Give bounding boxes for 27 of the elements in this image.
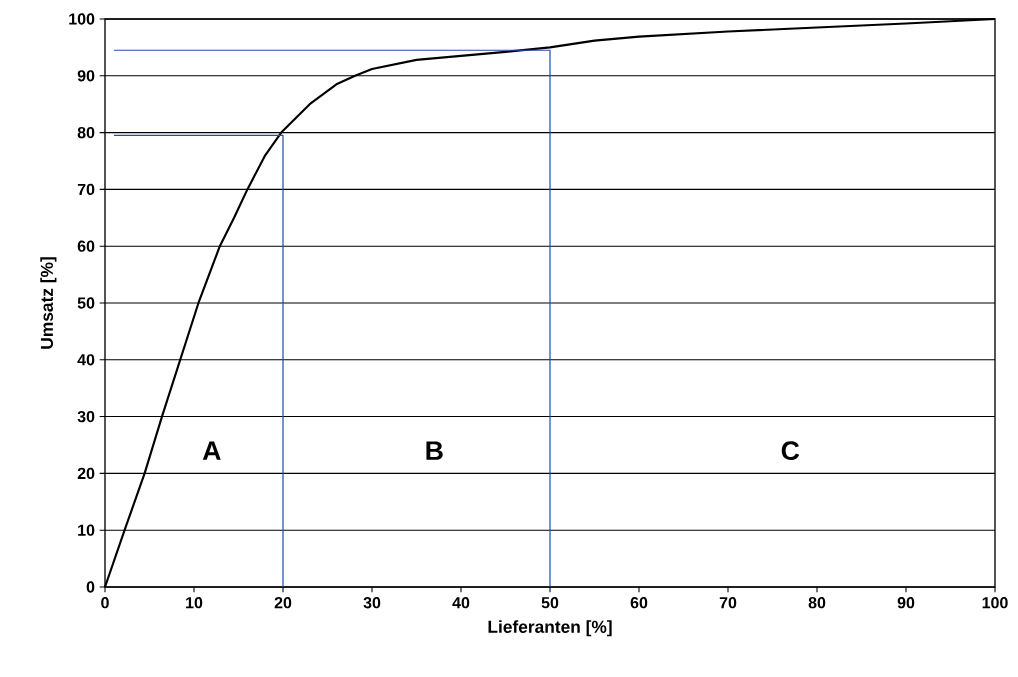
y-tick-label: 60 <box>77 240 95 252</box>
x-tick-label: 30 <box>363 597 381 609</box>
x-tick-label: 20 <box>274 597 292 609</box>
x-tick-label: 90 <box>897 597 915 609</box>
x-tick-label: 60 <box>630 597 648 609</box>
annotation: B <box>426 441 443 460</box>
y-tick-label: 30 <box>77 410 95 423</box>
x-tick-label: 50 <box>541 597 559 609</box>
y-tick-label: 40 <box>77 354 95 366</box>
annotation: A <box>202 441 221 460</box>
y-tick-label: 20 <box>77 467 95 480</box>
x-tick-label: 80 <box>808 597 826 609</box>
annotation: C <box>781 441 800 461</box>
y-tick-label: 10 <box>78 524 95 536</box>
y-axis-title: Umsatz [%] <box>40 257 57 349</box>
x-tick-label: 70 <box>719 597 737 609</box>
x-tick-label: 100 <box>982 597 1008 609</box>
y-tick-label: 70 <box>77 183 95 196</box>
x-tick-label: 0 <box>101 597 109 609</box>
x-tick-label: 10 <box>186 597 203 609</box>
y-tick-label: 100 <box>69 13 95 25</box>
y-tick-label: 50 <box>77 297 95 309</box>
x-axis-title: Lieferanten [%] <box>488 620 612 637</box>
x-tick-label: 40 <box>452 597 470 609</box>
y-tick-label: 80 <box>77 126 95 139</box>
y-tick-label: 90 <box>77 70 95 82</box>
y-tick-label: 0 <box>86 581 95 593</box>
